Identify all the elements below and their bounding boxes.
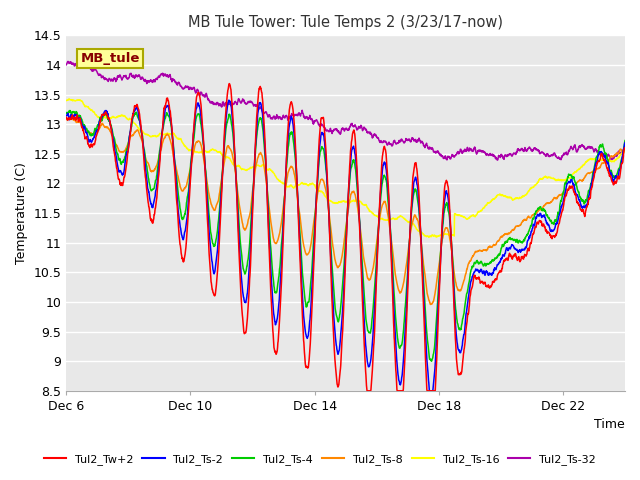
Y-axis label: Temperature (C): Temperature (C): [15, 162, 28, 264]
Title: MB Tule Tower: Tule Temps 2 (3/23/17-now): MB Tule Tower: Tule Temps 2 (3/23/17-now…: [188, 15, 503, 30]
Text: MB_tule: MB_tule: [80, 52, 140, 65]
Legend: Tul2_Tw+2, Tul2_Ts-2, Tul2_Ts-4, Tul2_Ts-8, Tul2_Ts-16, Tul2_Ts-32: Tul2_Tw+2, Tul2_Ts-2, Tul2_Ts-4, Tul2_Ts…: [40, 450, 600, 469]
X-axis label: Time: Time: [595, 419, 625, 432]
